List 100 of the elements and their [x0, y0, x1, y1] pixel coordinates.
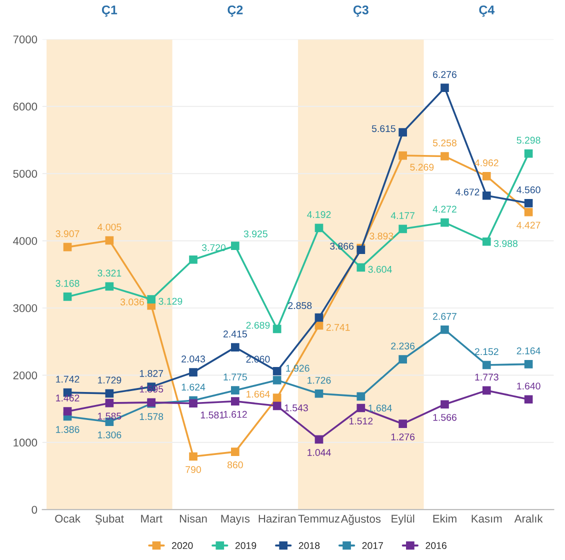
data-label: 4.005 [97, 224, 122, 231]
data-label: 4.177 [390, 212, 414, 219]
point [231, 242, 240, 250]
point [524, 395, 533, 404]
point [272, 402, 282, 410]
point [231, 386, 240, 394]
x-tick-label: Şubat [95, 514, 124, 525]
data-label: 2.152 [474, 348, 498, 356]
legend-label: 2020 [172, 542, 193, 550]
data-label: 1.775 [224, 374, 247, 380]
point [147, 295, 156, 304]
point [440, 152, 449, 160]
data-label: 5.258 [432, 139, 456, 146]
data-label: 1.726 [308, 376, 331, 384]
data-label: 1.581 [200, 412, 224, 418]
point [398, 420, 407, 428]
point [398, 224, 407, 234]
data-label: 1.640 [517, 382, 540, 390]
data-label: 2.164 [516, 347, 540, 354]
legend-label: 2017 [362, 542, 383, 550]
point [524, 199, 533, 208]
data-label: 1.624 [182, 384, 206, 391]
point [63, 242, 72, 252]
data-label: 3.988 [494, 240, 518, 247]
point [105, 236, 114, 245]
x-tick-label: Aralık [514, 514, 543, 523]
point [314, 224, 324, 232]
point [231, 397, 240, 406]
data-label: 4.560 [516, 186, 540, 194]
point [482, 386, 491, 395]
x-tick-label: Haziran [258, 514, 296, 523]
data-label: 1.684 [368, 404, 392, 412]
point [105, 389, 114, 398]
data-label: 1.276 [391, 433, 415, 440]
data-label: 1.773 [475, 374, 498, 381]
data-label: 5.269 [410, 164, 434, 171]
point [398, 151, 407, 160]
point [356, 404, 366, 412]
data-label: 3.036 [120, 298, 144, 306]
data-label: 1.827 [140, 370, 164, 377]
y-tick-label: 2000 [13, 371, 38, 380]
y-tick-label: 3000 [13, 304, 38, 312]
data-label: 6.276 [433, 71, 456, 78]
y-tick-label: 6000 [13, 102, 38, 111]
point [63, 292, 72, 301]
x-tick-label: Kasım [472, 514, 502, 523]
data-label: 1.543 [284, 404, 308, 412]
point [482, 237, 491, 246]
data-label: 3.925 [244, 230, 268, 238]
point [356, 263, 366, 272]
band-label: Ç3 [353, 5, 368, 17]
data-label: 3.168 [56, 280, 80, 287]
point [231, 343, 240, 352]
point [482, 360, 491, 370]
x-tick-label: Ekim [433, 514, 456, 523]
point [314, 389, 324, 398]
point [398, 128, 407, 136]
point [524, 360, 533, 368]
x-tick-label: Temmuz [298, 514, 340, 523]
point [272, 324, 282, 334]
point [189, 368, 198, 376]
y-tick-label: 1000 [14, 438, 38, 447]
text: Ç4 [479, 5, 495, 17]
data-label: 1.566 [433, 414, 456, 421]
data-label: 5.615 [372, 125, 396, 132]
point [440, 218, 449, 227]
point [440, 84, 449, 92]
point [356, 392, 366, 401]
data-label: 2.858 [288, 302, 312, 310]
point [314, 435, 324, 444]
data-label: 1.512 [349, 418, 373, 424]
point [189, 255, 198, 264]
y-tick-label: 4000 [13, 237, 38, 245]
point [440, 400, 449, 409]
data-label: 1.585 [98, 412, 122, 420]
data-label: 1.578 [140, 413, 164, 420]
point [105, 282, 114, 291]
data-label: 3.129 [158, 298, 182, 305]
data-label: 2.741 [326, 324, 350, 331]
x-tick-label: Mart [141, 514, 162, 523]
data-label: 1.386 [56, 426, 80, 433]
legend-label: 2016 [426, 542, 446, 550]
point [189, 452, 198, 461]
x-tick-label: Eylül [392, 514, 414, 525]
data-label: 2.236 [391, 342, 415, 350]
point [524, 208, 533, 216]
data-label: 4.272 [432, 206, 456, 213]
x-tick-label: Nisan [180, 514, 207, 523]
y-tick-label: 0 [32, 506, 38, 514]
data-label: 2.415 [223, 330, 247, 338]
data-label: 4.672 [456, 188, 480, 196]
point [398, 355, 407, 364]
data-label: 2.043 [182, 356, 205, 362]
data-label: 3.893 [370, 232, 394, 240]
y-tick-label: 5000 [13, 170, 38, 178]
data-label: 3.321 [98, 270, 122, 277]
data-label: 4.192 [307, 211, 331, 218]
data-label: 1.664 [246, 390, 270, 398]
data-label: 2.677 [433, 312, 456, 320]
data-label: 1.306 [98, 431, 122, 438]
